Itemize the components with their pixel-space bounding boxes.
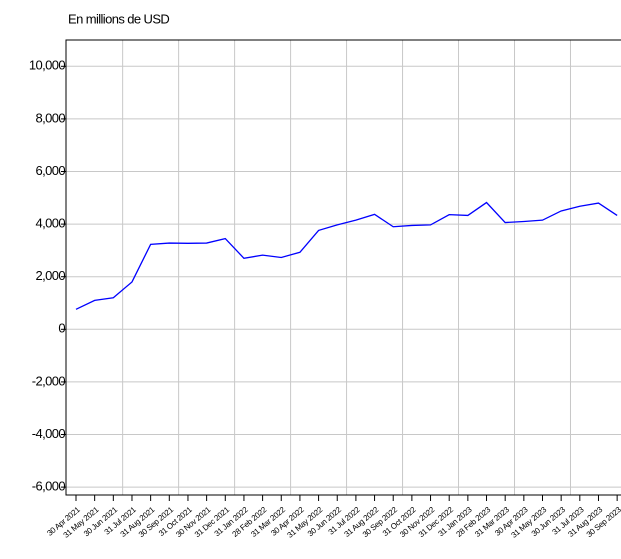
chart-title: En millions de USD: [68, 11, 169, 26]
y-tick-label: 2,000: [35, 268, 65, 283]
y-tick-label: 0: [58, 321, 65, 336]
line-series: [75, 201, 618, 310]
y-tick-label: -4,000: [32, 426, 66, 441]
y-tick-label: 4,000: [35, 216, 65, 231]
plot-frame: [65, 39, 621, 496]
y-tick-label: 8,000: [35, 110, 65, 125]
y-tick-label: 10,000: [29, 58, 66, 73]
y-tick-label: -6,000: [32, 479, 66, 494]
y-tick-label: 6,000: [35, 163, 65, 178]
y-tick-label: -2,000: [32, 373, 66, 388]
